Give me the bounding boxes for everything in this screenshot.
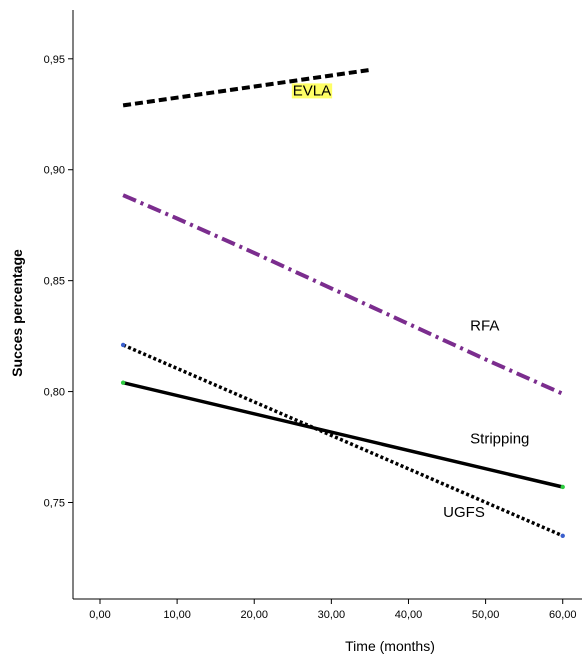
series-endpoint-stripping (120, 380, 126, 385)
series-endpoint-ugfs (120, 342, 126, 348)
series-label-evla: EVLA (293, 82, 331, 99)
x-tick-label: 30,00 (318, 609, 346, 621)
x-tick-label: 20,00 (240, 609, 268, 621)
series-line-rfa (122, 193, 564, 396)
labels-layer: EVLA RFA Stripping UGFS (291, 82, 529, 521)
series-label-highlight (291, 83, 333, 99)
series-line-stripping (122, 380, 564, 489)
x-tick-label: 0,00 (89, 609, 110, 621)
y-tick-label: 0,95 (44, 54, 65, 66)
y-tick-label: 0,75 (44, 497, 65, 509)
y-axis-title: Succes percentage (9, 249, 25, 377)
x-axis-title: Time (months) (345, 638, 435, 654)
x-tick-label: 40,00 (395, 609, 423, 621)
series-label-ugfs: UGFS (443, 504, 485, 521)
y-tick-label: 0,80 (44, 387, 65, 399)
series-label-stripping: Stripping (470, 431, 529, 448)
series-label-rfa: RFA (470, 318, 499, 335)
x-tick-label: 50,00 (472, 609, 500, 621)
x-tick-label: 60,00 (549, 609, 577, 621)
x-tick-label: 10,00 (163, 609, 191, 621)
axes: 0,00 10,00 20,00 30,00 40,00 50,00 60,00 0,75 0,… (44, 10, 582, 621)
y-tick-label: 0,90 (44, 165, 65, 177)
y-tick-label: 0,85 (44, 276, 65, 288)
series-line-evla (122, 67, 371, 108)
series-endpoint-ugfs (560, 533, 565, 538)
series-endpoint-stripping (560, 484, 565, 490)
series-line-ugfs (122, 343, 564, 538)
series-layer (120, 67, 565, 538)
